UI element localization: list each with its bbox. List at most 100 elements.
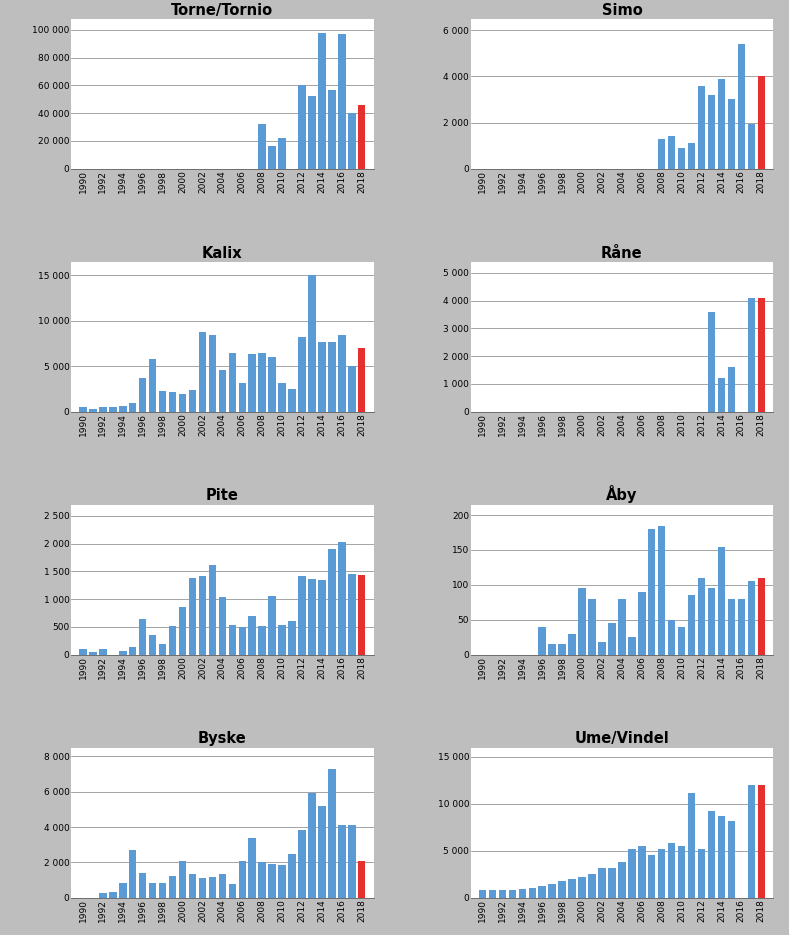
Bar <box>139 378 147 411</box>
Bar <box>208 565 216 654</box>
Bar <box>697 578 705 654</box>
Bar <box>559 881 566 898</box>
Title: Kalix: Kalix <box>202 246 243 261</box>
Bar <box>318 806 326 898</box>
Bar <box>548 644 556 654</box>
Bar <box>688 596 695 654</box>
Bar <box>648 529 656 654</box>
Bar <box>249 354 256 411</box>
Bar <box>718 546 725 654</box>
Bar <box>189 578 196 654</box>
Bar <box>348 367 356 411</box>
Bar <box>548 884 556 898</box>
Bar <box>658 138 665 168</box>
Bar <box>658 849 665 898</box>
Bar <box>169 392 176 411</box>
Bar <box>99 407 107 411</box>
Bar <box>219 597 226 654</box>
Bar <box>509 890 516 898</box>
Bar <box>539 886 546 898</box>
Bar <box>249 838 256 898</box>
Bar <box>708 588 715 654</box>
Bar <box>219 370 226 411</box>
Bar <box>338 542 346 654</box>
Bar <box>688 143 695 168</box>
Bar <box>179 607 186 654</box>
Bar <box>139 619 147 654</box>
Bar <box>708 94 715 168</box>
Bar <box>308 275 316 411</box>
Bar <box>129 647 136 654</box>
Bar <box>249 616 256 654</box>
Bar <box>279 626 286 654</box>
Bar <box>99 649 107 654</box>
Bar <box>288 389 296 411</box>
Bar <box>308 793 316 898</box>
Bar <box>268 357 276 411</box>
Bar <box>328 769 335 898</box>
Bar <box>338 34 346 168</box>
Bar <box>529 888 536 898</box>
Bar <box>238 383 246 411</box>
Bar <box>518 889 526 898</box>
Bar <box>688 793 695 898</box>
Bar <box>238 860 246 898</box>
Bar <box>119 406 126 411</box>
Bar <box>578 877 585 898</box>
Bar <box>199 576 206 654</box>
Bar <box>727 821 735 898</box>
Bar <box>179 395 186 411</box>
Bar <box>208 877 216 898</box>
Bar <box>119 883 126 898</box>
Bar <box>348 573 356 654</box>
Bar <box>568 879 576 898</box>
Bar <box>259 352 266 411</box>
Title: Pite: Pite <box>206 488 239 503</box>
Bar <box>318 341 326 411</box>
Title: Torne/Tornio: Torne/Tornio <box>171 3 274 18</box>
Bar <box>718 816 725 898</box>
Bar <box>608 624 615 654</box>
Bar <box>499 890 506 898</box>
Bar <box>288 855 296 898</box>
Bar <box>298 85 305 168</box>
Bar <box>678 626 686 654</box>
Bar <box>219 874 226 898</box>
Bar <box>229 626 236 654</box>
Bar <box>169 876 176 898</box>
Bar <box>328 341 335 411</box>
Bar <box>559 644 566 654</box>
Bar <box>628 637 636 654</box>
Bar <box>298 829 305 898</box>
Bar <box>109 407 117 411</box>
Bar <box>149 359 156 411</box>
Bar <box>638 592 645 654</box>
Bar <box>578 588 585 654</box>
Bar <box>139 873 147 898</box>
Bar <box>159 883 166 898</box>
Bar <box>338 336 346 411</box>
Bar <box>328 90 335 168</box>
Bar <box>727 598 735 654</box>
Bar <box>708 812 715 898</box>
Bar <box>318 580 326 654</box>
Bar <box>308 96 316 168</box>
Bar <box>757 785 765 898</box>
Bar <box>748 123 755 168</box>
Bar <box>79 407 87 411</box>
Bar <box>259 862 266 898</box>
Bar <box>268 596 276 654</box>
Bar <box>748 785 755 898</box>
Bar <box>727 367 735 411</box>
Bar <box>668 620 675 654</box>
Bar <box>668 137 675 168</box>
Bar <box>279 865 286 898</box>
Bar <box>189 874 196 898</box>
Bar <box>89 409 96 411</box>
Bar <box>79 649 87 654</box>
Bar <box>748 297 755 411</box>
Bar <box>328 549 335 654</box>
Bar <box>618 598 626 654</box>
Bar <box>678 148 686 168</box>
Bar <box>718 79 725 168</box>
